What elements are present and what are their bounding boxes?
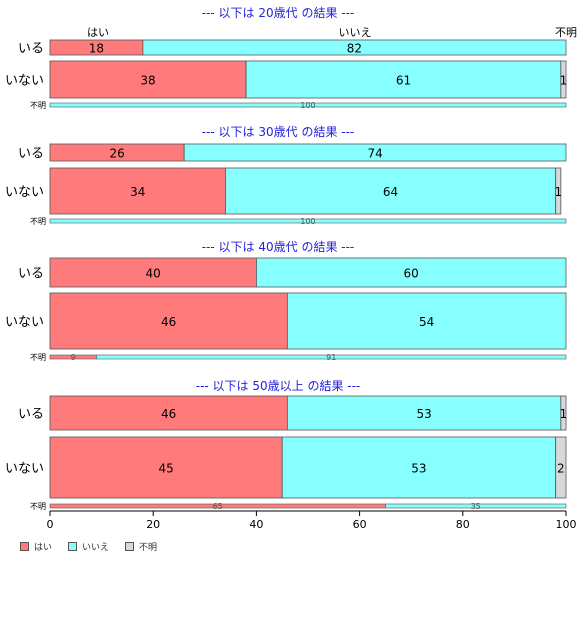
panel-title: --- 以下は 40歳代 の結果 --- xyxy=(202,240,355,254)
legend-item-no: いいえ xyxy=(68,540,109,553)
bar-segment xyxy=(555,167,562,215)
row-label: 不明 xyxy=(30,101,46,110)
row-label: いる xyxy=(18,267,44,282)
bar-value-label: 61 xyxy=(396,74,411,88)
legend-swatch-unknown xyxy=(125,542,135,551)
bar-segment xyxy=(255,257,567,288)
bar-segment xyxy=(281,436,557,499)
bar-segment xyxy=(286,395,562,431)
bar-segment xyxy=(286,292,567,350)
bar-segment xyxy=(385,503,567,509)
bar-segment xyxy=(225,167,557,215)
panel-title: --- 以下は 50歳以上 の結果 --- xyxy=(196,379,361,393)
bar-segment xyxy=(560,395,567,431)
bar-value-label: 64 xyxy=(383,185,398,199)
bar-value-label: 65 xyxy=(213,502,223,511)
x-tick-label: 20 xyxy=(146,518,160,531)
bar-value-label: 1 xyxy=(560,407,568,421)
header-label: いいえ xyxy=(339,26,372,39)
bar-value-label: 60 xyxy=(404,267,419,281)
bar-segment xyxy=(183,143,567,162)
bar-value-label: 46 xyxy=(161,315,176,329)
bar-value-label: 53 xyxy=(416,407,431,421)
bar-value-label: 18 xyxy=(89,42,104,56)
row-label: いる xyxy=(18,147,44,162)
legend-swatch-no xyxy=(68,542,78,551)
row-label: 不明 xyxy=(30,502,46,511)
bar-value-label: 100 xyxy=(300,217,315,226)
bar-segment xyxy=(49,102,567,108)
x-tick-label: 0 xyxy=(47,518,54,531)
bar-segment xyxy=(49,218,567,224)
bar-segment xyxy=(49,167,226,215)
bar-value-label: 2 xyxy=(557,462,565,476)
bar-segment xyxy=(49,395,288,431)
bar-value-label: 74 xyxy=(367,147,382,161)
x-tick-label: 60 xyxy=(353,518,367,531)
legend-label-unknown: 不明 xyxy=(139,543,158,553)
legend: はい いいえ 不明 xyxy=(20,540,157,553)
bar-segment xyxy=(49,257,257,288)
bar-segment xyxy=(142,39,567,56)
bar-value-label: 100 xyxy=(300,101,315,110)
bar-value-label: 34 xyxy=(130,185,145,199)
legend-label-no: いいえ xyxy=(82,543,110,553)
row-label: いない xyxy=(5,462,44,477)
panel-title: --- 以下は 30歳代 の結果 --- xyxy=(202,125,355,139)
bar-value-label: 40 xyxy=(146,267,161,281)
legend-swatch-yes xyxy=(20,542,29,551)
bar-value-label: 46 xyxy=(161,407,176,421)
bar-segment xyxy=(96,354,567,360)
row-label: 不明 xyxy=(30,353,46,362)
bar-value-label: 82 xyxy=(347,42,362,56)
bar-segment xyxy=(49,436,283,499)
bar-value-label: 1 xyxy=(560,74,568,88)
bar-value-label: 35 xyxy=(471,502,481,511)
bar-segment xyxy=(49,292,288,350)
legend-item-unknown: 不明 xyxy=(125,540,157,553)
row-label: いる xyxy=(18,42,44,57)
row-label: いない xyxy=(5,315,44,330)
row-label: いる xyxy=(18,407,44,422)
x-tick-label: 100 xyxy=(556,518,577,531)
bar-segment xyxy=(555,436,567,499)
row-label: いない xyxy=(5,185,44,200)
bar-value-label: 26 xyxy=(109,147,124,161)
x-tick-label: 40 xyxy=(249,518,263,531)
bar-value-label: 91 xyxy=(326,353,336,362)
row-label: いない xyxy=(5,74,44,89)
bar-segment xyxy=(560,60,567,99)
bar-value-label: 53 xyxy=(411,462,426,476)
legend-item-yes: はい xyxy=(20,540,52,553)
x-tick-label: 80 xyxy=(456,518,470,531)
bar-value-label: 54 xyxy=(419,315,434,329)
legend-label-yes: はい xyxy=(34,543,53,553)
bar-value-label: 38 xyxy=(140,74,155,88)
panel-title: --- 以下は 20歳代 の結果 --- xyxy=(202,6,355,20)
row-label: 不明 xyxy=(30,217,46,226)
header-label: 不明 xyxy=(555,26,577,39)
bar-value-label: 1 xyxy=(554,185,562,199)
header-label: はい xyxy=(87,26,109,39)
bar-value-label: 9 xyxy=(71,353,76,362)
bar-value-label: 45 xyxy=(158,462,173,476)
